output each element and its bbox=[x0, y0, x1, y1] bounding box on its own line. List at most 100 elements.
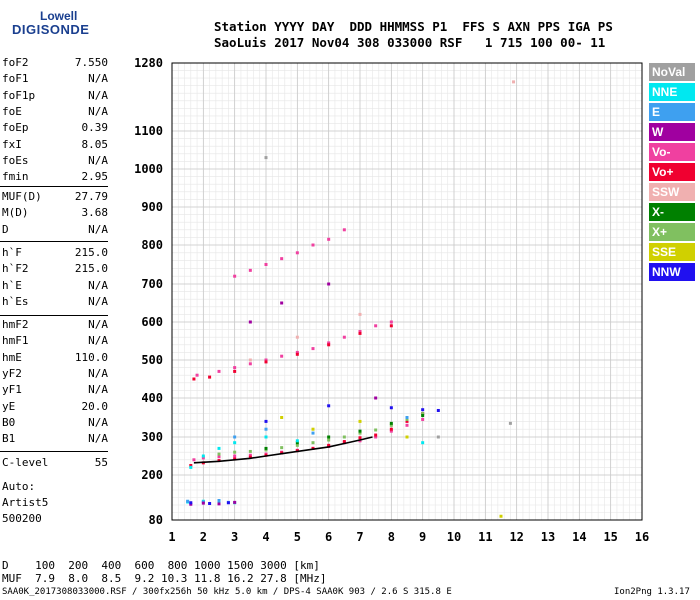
legend-item-nne: NNE bbox=[649, 83, 695, 101]
param-label: hmF1 bbox=[2, 334, 29, 348]
param-row-d: D N/A bbox=[2, 223, 108, 239]
legend-item-nnw: NNW bbox=[649, 263, 695, 281]
param-label: h`Es bbox=[2, 294, 29, 308]
data-point-x bbox=[264, 448, 268, 452]
legend-item-x: X+ bbox=[649, 223, 695, 241]
y-tick-label: 400 bbox=[141, 391, 163, 405]
param-row-fmin: fmin 2.95 bbox=[2, 170, 108, 186]
y-tick-label: 600 bbox=[141, 315, 163, 329]
data-point-sse bbox=[405, 435, 409, 439]
data-point-noval bbox=[264, 156, 268, 160]
data-point-nne bbox=[233, 441, 237, 445]
data-point-x bbox=[389, 423, 393, 427]
x-tick-label: 2 bbox=[200, 530, 207, 544]
data-point-w bbox=[201, 501, 205, 505]
data-point-x bbox=[264, 446, 268, 450]
y-tick-label: 700 bbox=[141, 277, 163, 291]
param-row-b0: B0 N/A bbox=[2, 416, 108, 432]
footer-version: Ion2Png 1.3.17 bbox=[614, 587, 690, 597]
data-point-vo bbox=[421, 417, 425, 421]
x-tick-label: 11 bbox=[478, 530, 492, 544]
data-point-w bbox=[233, 500, 237, 504]
param-value: N/A bbox=[88, 383, 108, 397]
data-point-vo bbox=[248, 268, 252, 272]
data-point-x bbox=[295, 441, 299, 445]
param-label: h`F bbox=[2, 246, 22, 259]
data-point-nnw bbox=[208, 502, 212, 505]
param-label: foF1 bbox=[2, 72, 29, 86]
data-point-sse bbox=[358, 419, 362, 423]
param-row-yf2: yF2 N/A bbox=[2, 367, 108, 383]
param-label: h`E bbox=[2, 278, 22, 292]
data-point-vo bbox=[358, 330, 362, 333]
auto-line: Artist5 bbox=[2, 496, 49, 509]
data-point-vo bbox=[192, 377, 196, 381]
legend-item-ssw: SSW bbox=[649, 183, 695, 201]
x-tick-label: 6 bbox=[325, 530, 332, 544]
param-value: N/A bbox=[88, 294, 108, 308]
data-point-vo bbox=[327, 237, 331, 241]
data-point-w bbox=[280, 301, 284, 305]
data-point-vo bbox=[358, 436, 362, 440]
data-point-vo bbox=[217, 455, 221, 459]
data-point-nnw bbox=[226, 501, 230, 505]
x-tick-label: 4 bbox=[262, 530, 269, 544]
data-point-w bbox=[374, 396, 378, 400]
panel-separator bbox=[0, 186, 108, 187]
y-tick-label: 200 bbox=[141, 468, 163, 482]
data-point-vo bbox=[264, 360, 268, 364]
chart-trace bbox=[193, 436, 373, 464]
data-point-x bbox=[405, 417, 409, 421]
data-point-nnw bbox=[264, 419, 268, 423]
data-point-vo bbox=[342, 335, 346, 339]
data-point-vo bbox=[248, 455, 252, 459]
param-label: hmE bbox=[2, 350, 22, 364]
data-point-e bbox=[311, 431, 315, 435]
param-label: M(D) bbox=[2, 206, 29, 220]
data-point-sse bbox=[499, 514, 503, 518]
data-point-ssw bbox=[512, 80, 516, 84]
param-value: 7.550 bbox=[74, 56, 108, 69]
data-point-nnw bbox=[389, 406, 393, 410]
param-value: N/A bbox=[88, 104, 108, 118]
x-tick-label: 12 bbox=[509, 530, 523, 544]
param-row-hes: h`Es N/A bbox=[2, 295, 108, 311]
header-line-1: Station YYYY DAY DDD HHMMSS P1 FFS S AXN… bbox=[214, 19, 613, 34]
data-point-nne bbox=[264, 435, 268, 439]
param-value: N/A bbox=[88, 88, 108, 102]
param-label: B0 bbox=[2, 415, 16, 429]
param-value: N/A bbox=[88, 72, 108, 86]
data-point-vo bbox=[233, 369, 237, 373]
param-row-mufd: MUF(D) 27.79 bbox=[2, 190, 108, 206]
logo-digisonde: DIGISONDE bbox=[12, 22, 90, 37]
param-label: fmin bbox=[2, 170, 29, 184]
param-value: N/A bbox=[88, 222, 108, 236]
legend-item-vo: Vo+ bbox=[649, 163, 695, 181]
param-value: 215.0 bbox=[74, 246, 108, 259]
param-value: N/A bbox=[88, 415, 108, 429]
data-point-vo bbox=[189, 464, 193, 467]
data-point-vo bbox=[208, 375, 212, 379]
data-point-x bbox=[311, 441, 315, 445]
data-point-w bbox=[327, 282, 331, 286]
data-point-ssw bbox=[295, 335, 299, 339]
param-value: N/A bbox=[88, 366, 108, 380]
auto-line: Auto: bbox=[2, 480, 36, 493]
y-tick-label: 1100 bbox=[134, 124, 163, 138]
param-row-he: h`E N/A bbox=[2, 279, 108, 295]
param-label: yE bbox=[2, 399, 16, 413]
plot-frame bbox=[171, 62, 643, 521]
param-row-yf1: yF1 N/A bbox=[2, 383, 108, 399]
data-point-vo bbox=[405, 423, 409, 427]
data-point-w bbox=[248, 320, 252, 324]
data-point-noval bbox=[436, 435, 440, 439]
param-row-b1: B1 N/A bbox=[2, 432, 108, 448]
data-point-nnw bbox=[189, 501, 193, 505]
data-point-vo bbox=[342, 228, 346, 232]
param-label: foEp bbox=[2, 121, 29, 135]
data-point-vo bbox=[233, 366, 237, 370]
param-value: 0.39 bbox=[81, 121, 109, 135]
y-tick-label: 800 bbox=[141, 238, 163, 252]
